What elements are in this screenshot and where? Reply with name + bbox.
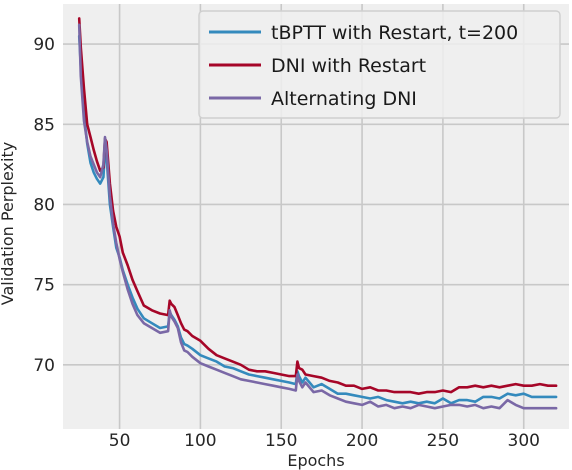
series-line-3 [77,23,558,410]
x-tick-label: 200 [346,431,378,451]
legend-label: DNI with Restart [271,55,426,77]
x-axis-label: Epochs [287,451,344,470]
y-tick-label: 75 [33,276,55,296]
tick-labels: 50 100 150 200 250 300 70 75 80 85 90 [33,35,540,451]
y-tick-label: 70 [33,356,55,376]
legend: tBPTT with Restart, t=200 DNI with Restar… [198,10,561,119]
series-lines [77,17,558,410]
x-tick-label: 100 [184,431,216,451]
legend-label: Alternating DNI [271,88,417,110]
x-tick-label: 150 [265,431,297,451]
y-axis-label: Validation Perplexity [0,142,17,305]
y-tick-label: 90 [33,35,55,55]
x-tick-label: 50 [109,431,131,451]
legend-box [198,10,561,119]
x-tick-label: 250 [427,431,459,451]
x-tick-label: 300 [508,431,540,451]
y-tick-label: 85 [33,115,55,135]
y-tick-label: 80 [33,195,55,215]
legend-label: tBPTT with Restart, t=200 [271,22,518,44]
series-line-2 [77,17,558,395]
